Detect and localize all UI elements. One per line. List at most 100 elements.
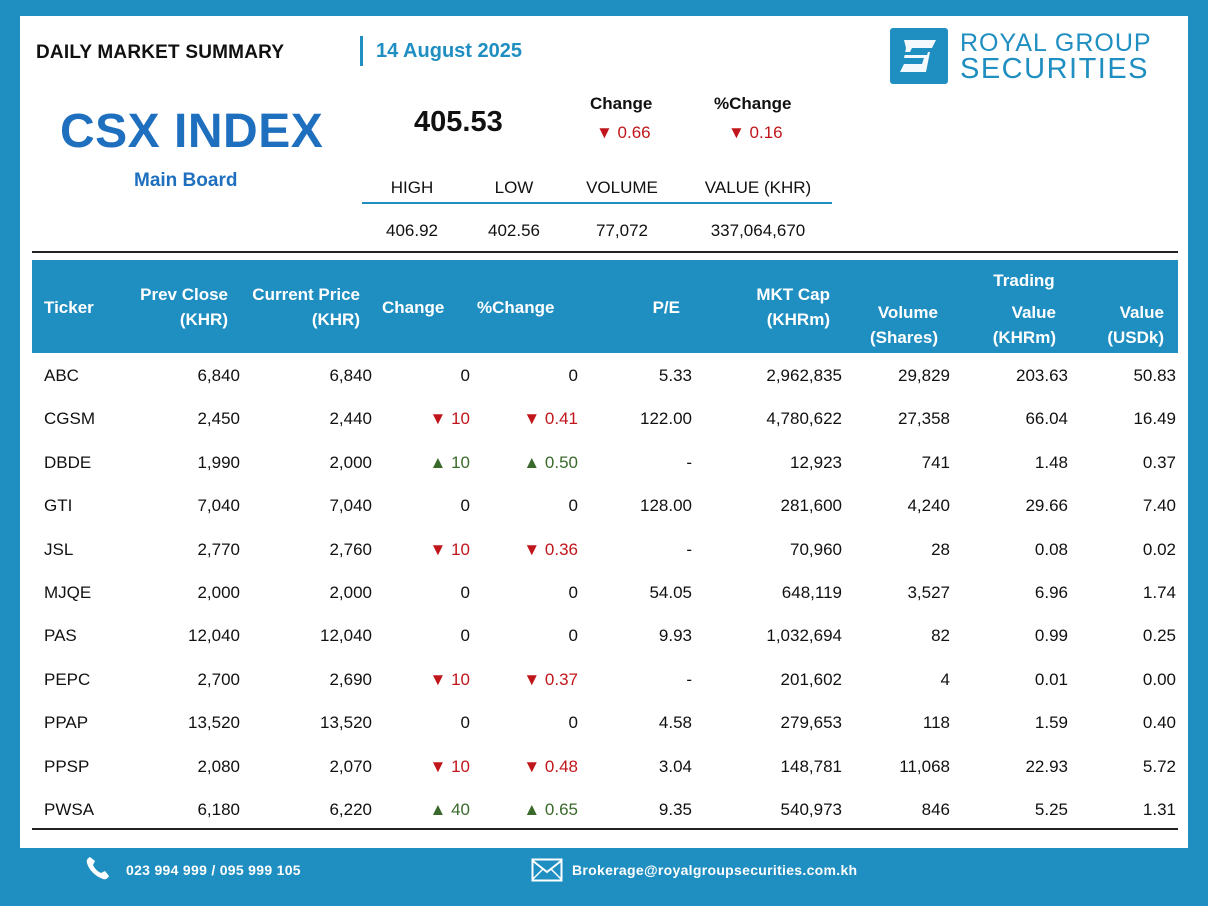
cell-pct-change: 0 <box>568 713 578 733</box>
cell-change: 0 <box>460 496 470 516</box>
cell-pe: 9.93 <box>658 626 692 646</box>
cell-mkt-cap: 281,600 <box>780 496 842 516</box>
cell-ticker: DBDE <box>44 452 92 472</box>
cell-value-khr: 0.01 <box>1034 669 1068 689</box>
header-gap <box>362 353 570 356</box>
stats-divider <box>362 202 832 204</box>
table-row: GTI 7,040 7,040 0 0 128.00 281,600 4,240 29.66 7.… <box>32 484 1178 527</box>
cell-value-khr: 29.66 <box>1025 496 1068 516</box>
table-row: PPAP 13,520 13,520 0 0 4.58 279,653 118 1.59 0.40 <box>32 701 1178 744</box>
cell-volume: 29,829 <box>898 366 950 385</box>
table-row: DBDE 1,990 2,000 ▲ 10 ▲ 0.50 - 12,923 741 1.48 0.… <box>32 441 1178 484</box>
col-value-usd-label: Value <box>1119 303 1164 322</box>
col-current-price-label: Current Price <box>252 285 360 304</box>
cell-change: 0 <box>460 713 470 733</box>
stat-volume: 77,072 <box>596 221 648 240</box>
cell-value-usd: 0.25 <box>1142 626 1176 646</box>
cell-value-usd: 1.31 <box>1142 800 1176 819</box>
col-mkt-cap-unit: (KHRm) <box>766 310 830 329</box>
cell-value-usd: 16.49 <box>1133 409 1176 429</box>
cell-value-usd: 5.72 <box>1142 756 1176 776</box>
cell-volume: 846 <box>921 800 950 819</box>
cell-value-usd: 0.02 <box>1142 539 1176 559</box>
cell-ticker: PPAP <box>44 713 89 733</box>
col-volume-label: Volume <box>877 303 938 322</box>
cell-ticker: PPSP <box>44 756 90 776</box>
cell-current-price: 13,520 <box>320 713 372 733</box>
table-row: PWSA 6,180 6,220 ▲ 40 ▲ 0.65 9.35 540,973 846 5.… <box>32 788 1178 831</box>
stat-low: 402.56 <box>488 221 540 240</box>
col-value-khr-label: Value <box>1011 303 1056 322</box>
cell-ticker: JSL <box>44 539 74 559</box>
cell-prev-close: 2,000 <box>197 583 240 602</box>
cell-pe: 4.58 <box>658 713 692 733</box>
col-prev-close-unit: (KHR) <box>179 310 228 329</box>
footer-phone: 023 994 999 / 095 999 105 <box>126 862 301 878</box>
index-change-label: Change <box>590 94 653 113</box>
phone-icon <box>84 854 112 882</box>
cell-prev-close: 2,770 <box>197 539 240 559</box>
col-mkt-cap: MKT Cap (KHRm) <box>720 282 830 332</box>
col-value-usd: Value (USDk) <box>1080 300 1164 350</box>
cell-prev-close: 13,520 <box>188 713 240 733</box>
cell-change: 0 <box>460 583 470 602</box>
cell-ticker: PWSA <box>44 800 95 819</box>
cell-volume: 118 <box>922 713 950 733</box>
cell-pct-change: 0 <box>568 583 578 602</box>
stat-value: 337,064,670 <box>710 221 806 240</box>
cell-pct-change: ▲ 0.50 <box>523 452 578 472</box>
index-name: CSX INDEX <box>60 105 324 158</box>
cell-prev-close: 6,180 <box>197 800 240 819</box>
footer-email: Brokerage@royalgroupsecurities.com.kh <box>572 862 858 878</box>
index-pct-change-label: %Change <box>714 94 792 113</box>
cell-volume: 3,527 <box>907 583 950 602</box>
stat-high: 406.92 <box>386 221 438 240</box>
cell-ticker: MJQE <box>44 583 92 602</box>
cell-mkt-cap: 201,602 <box>780 669 842 689</box>
cell-pct-change: ▼ 0.36 <box>523 539 578 559</box>
col-value-usd-unit: (USDk) <box>1107 328 1164 347</box>
col-mkt-cap-label: MKT Cap <box>756 285 830 304</box>
index-pct-change-value: ▼ 0.16 <box>728 123 783 142</box>
stat-header-low: LOW <box>494 178 534 197</box>
col-value-khr-unit: (KHRm) <box>992 328 1056 347</box>
table-row: MJQE 2,000 2,000 0 0 54.05 648,119 3,527 6.96 1.7… <box>32 571 1178 614</box>
cell-prev-close: 2,080 <box>197 756 240 776</box>
cell-current-price: 2,690 <box>329 669 372 689</box>
table-row: ABC 6,840 6,840 0 0 5.33 2,962,835 29,829 203.63… <box>32 354 1178 397</box>
cell-value-usd: 0.37 <box>1142 452 1176 472</box>
cell-current-price: 2,760 <box>329 539 372 559</box>
cell-pe: - <box>686 539 692 559</box>
cell-ticker: ABC <box>44 366 79 385</box>
cell-current-price: 2,000 <box>329 583 372 602</box>
table-row: PEPC 2,700 2,690 ▼ 10 ▼ 0.37 - 201,602 4 0.01 0.0… <box>32 658 1178 701</box>
cell-ticker: PEPC <box>44 669 91 689</box>
cell-ticker: GTI <box>44 496 73 516</box>
stat-header-high: HIGH <box>390 178 434 197</box>
cell-mkt-cap: 540,973 <box>780 800 842 819</box>
table-bottom-divider <box>32 828 1178 830</box>
col-prev-close-label: Prev Close <box>140 285 228 304</box>
cell-current-price: 2,440 <box>329 409 372 429</box>
cell-mkt-cap: 2,962,835 <box>766 366 842 385</box>
col-prev-close: Prev Close (KHR) <box>116 282 228 332</box>
cell-prev-close: 2,450 <box>197 409 240 429</box>
cell-value-khr: 0.99 <box>1034 626 1068 646</box>
cell-value-khr: 1.48 <box>1034 452 1068 472</box>
cell-mkt-cap: 70,960 <box>790 539 842 559</box>
col-current-price-unit: (KHR) <box>311 310 360 329</box>
cell-change: ▼ 10 <box>429 756 470 776</box>
cell-pe: 9.35 <box>658 800 692 819</box>
cell-pct-change: ▼ 0.37 <box>523 669 578 689</box>
cell-pct-change: ▼ 0.48 <box>523 756 578 776</box>
cell-mkt-cap: 12,923 <box>790 452 842 472</box>
cell-value-khr: 6.96 <box>1034 583 1068 602</box>
cell-value-usd: 0.00 <box>1142 669 1176 689</box>
col-volume-unit: (Shares) <box>869 328 938 347</box>
cell-value-khr: 22.93 <box>1025 756 1068 776</box>
cell-value-khr: 5.25 <box>1034 800 1068 819</box>
cell-mkt-cap: 279,653 <box>780 713 842 733</box>
cell-volume: 4 <box>940 669 950 689</box>
cell-volume: 11,068 <box>899 756 950 776</box>
cell-prev-close: 7,040 <box>197 496 240 516</box>
